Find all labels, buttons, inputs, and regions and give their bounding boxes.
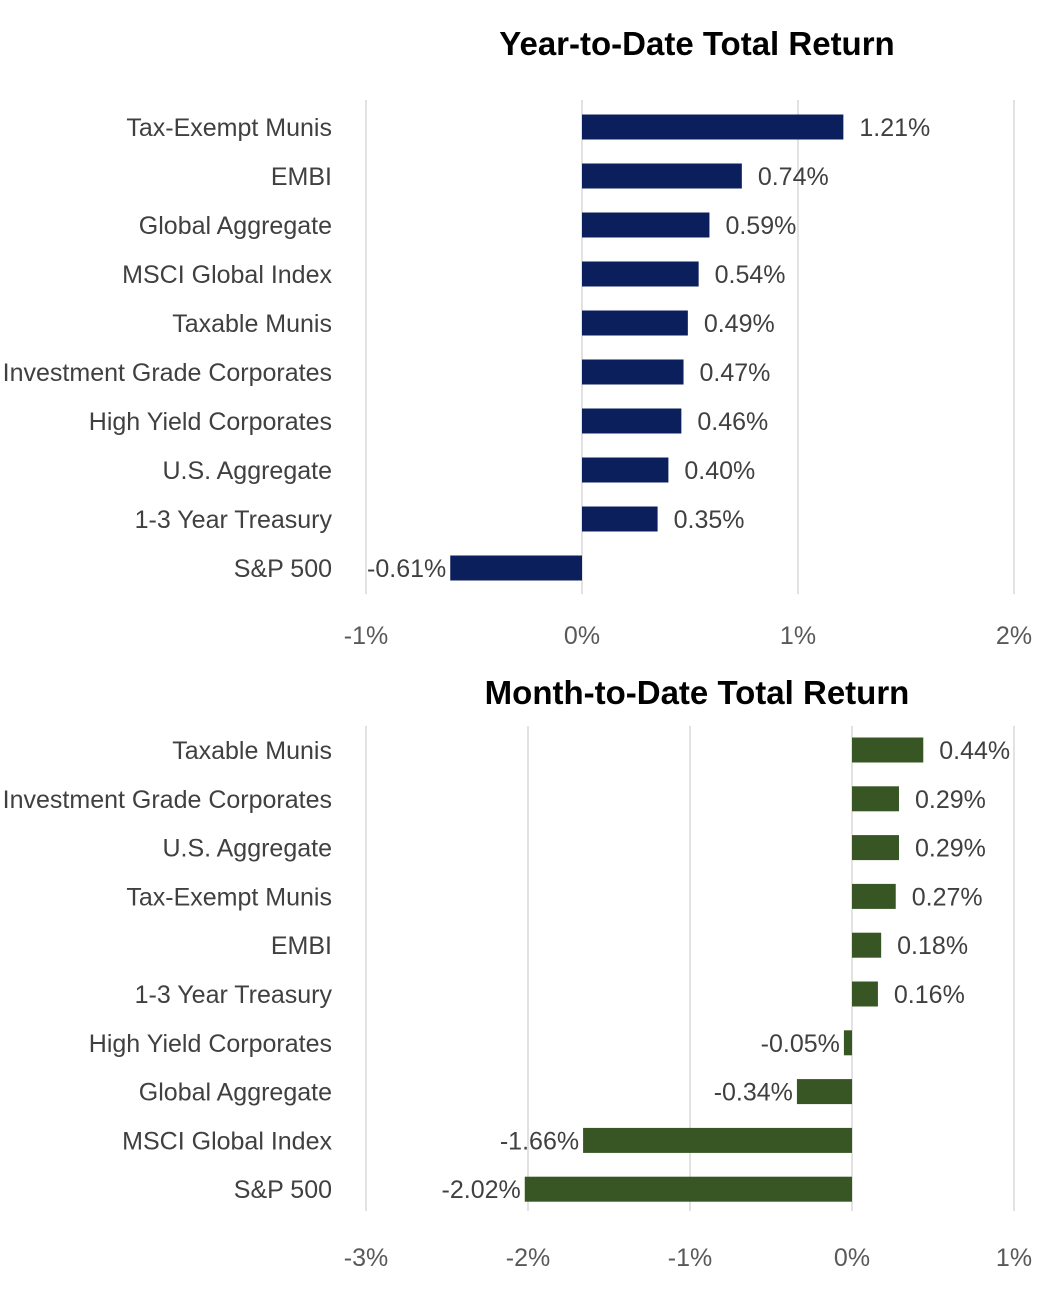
ytd-category-label: High Yield Corporates: [89, 408, 332, 436]
ytd-value-label: 0.40%: [684, 457, 755, 485]
ytd-bar: [582, 408, 682, 434]
ytd-bar: [582, 506, 658, 532]
mtd-value-label: 0.18%: [897, 932, 968, 960]
ytd-labels: -1% 0% 1% 2% Tax-Exempt Munis 1.21% EMBI 0.74% G…: [3, 114, 1032, 650]
ytd-bar: [582, 212, 710, 238]
mtd-bar: [852, 932, 882, 958]
ytd-value-label: 0.59%: [725, 212, 796, 240]
mtd-value-label: 0.29%: [915, 835, 986, 863]
ytd-category-label: Tax-Exempt Munis: [126, 114, 332, 142]
mtd-chart: Month-to-Date Total Return -3% -2% -1% 0% 1%…: [3, 674, 1032, 1272]
mtd-category-label: Taxable Munis: [172, 737, 332, 765]
mtd-bar: [583, 1127, 852, 1153]
mtd-tick-label: 1%: [996, 1244, 1032, 1272]
mtd-value-label: 0.16%: [894, 981, 965, 1009]
ytd-category-label: MSCI Global Index: [122, 261, 332, 289]
mtd-value-label: 0.29%: [915, 786, 986, 814]
ytd-tick-label: 2%: [996, 622, 1032, 650]
ytd-value-label: 0.46%: [697, 408, 768, 436]
mtd-labels: -3% -2% -1% 0% 1% Taxable Munis 0.44% Investmen…: [3, 737, 1032, 1272]
ytd-bar: [450, 555, 582, 581]
mtd-bars: [524, 737, 924, 1202]
mtd-category-label: Global Aggregate: [139, 1079, 332, 1107]
mtd-value-label: 0.27%: [912, 883, 983, 911]
ytd-bar: [582, 457, 669, 483]
mtd-category-label: High Yield Corporates: [89, 1030, 332, 1058]
mtd-chart-title: Month-to-Date Total Return: [485, 674, 910, 711]
ytd-bar: [582, 261, 699, 287]
mtd-bar: [852, 835, 899, 861]
mtd-bar: [524, 1176, 852, 1202]
ytd-value-label: 1.21%: [859, 114, 930, 142]
ytd-bar: [582, 114, 844, 140]
ytd-chart: Year-to-Date Total Return -1% 0% 1% 2% Tax-E…: [3, 25, 1032, 650]
mtd-category-label: MSCI Global Index: [122, 1127, 332, 1155]
ytd-category-label: EMBI: [271, 163, 332, 191]
mtd-tick-label: 0%: [834, 1244, 870, 1272]
mtd-tick-label: -1%: [668, 1244, 712, 1272]
ytd-value-label: 0.54%: [715, 261, 786, 289]
ytd-value-label: 0.74%: [758, 163, 829, 191]
ytd-bar: [582, 163, 742, 189]
mtd-tick-label: -3%: [344, 1244, 388, 1272]
mtd-bar: [852, 737, 924, 763]
mtd-value-label: 0.44%: [939, 737, 1010, 765]
ytd-chart-title: Year-to-Date Total Return: [499, 25, 894, 62]
mtd-bar: [852, 981, 878, 1007]
ytd-tick-label: 0%: [564, 622, 600, 650]
mtd-bar: [843, 1030, 852, 1056]
mtd-category-label: EMBI: [271, 932, 332, 960]
ytd-bar: [582, 359, 684, 385]
mtd-bar: [852, 786, 899, 812]
ytd-value-label: -0.61%: [367, 555, 446, 583]
ytd-value-label: 0.49%: [704, 310, 775, 338]
mtd-category-label: S&P 500: [234, 1176, 332, 1204]
ytd-bar: [582, 310, 688, 336]
mtd-category-label: Investment Grade Corporates: [3, 786, 332, 814]
ytd-tick-label: -1%: [344, 622, 388, 650]
ytd-tick-label: 1%: [780, 622, 816, 650]
ytd-category-label: U.S. Aggregate: [162, 457, 332, 485]
mtd-value-label: -1.66%: [500, 1127, 579, 1155]
mtd-category-label: 1-3 Year Treasury: [135, 981, 333, 1009]
ytd-category-label: Global Aggregate: [139, 212, 332, 240]
ytd-category-label: 1-3 Year Treasury: [135, 506, 333, 534]
mtd-value-label: -2.02%: [442, 1176, 521, 1204]
mtd-value-label: -0.05%: [761, 1030, 840, 1058]
mtd-value-label: -0.34%: [714, 1079, 793, 1107]
ytd-value-label: 0.47%: [700, 359, 771, 387]
ytd-category-label: Taxable Munis: [172, 310, 332, 338]
ytd-bars: [450, 114, 844, 581]
ytd-value-label: 0.35%: [674, 506, 745, 534]
mtd-tick-label: -2%: [506, 1244, 550, 1272]
mtd-bar: [796, 1079, 852, 1105]
ytd-category-label: S&P 500: [234, 555, 332, 583]
mtd-category-label: U.S. Aggregate: [162, 835, 332, 863]
mtd-category-label: Tax-Exempt Munis: [126, 883, 332, 911]
mtd-bar: [852, 883, 896, 909]
ytd-category-label: Investment Grade Corporates: [3, 359, 332, 387]
